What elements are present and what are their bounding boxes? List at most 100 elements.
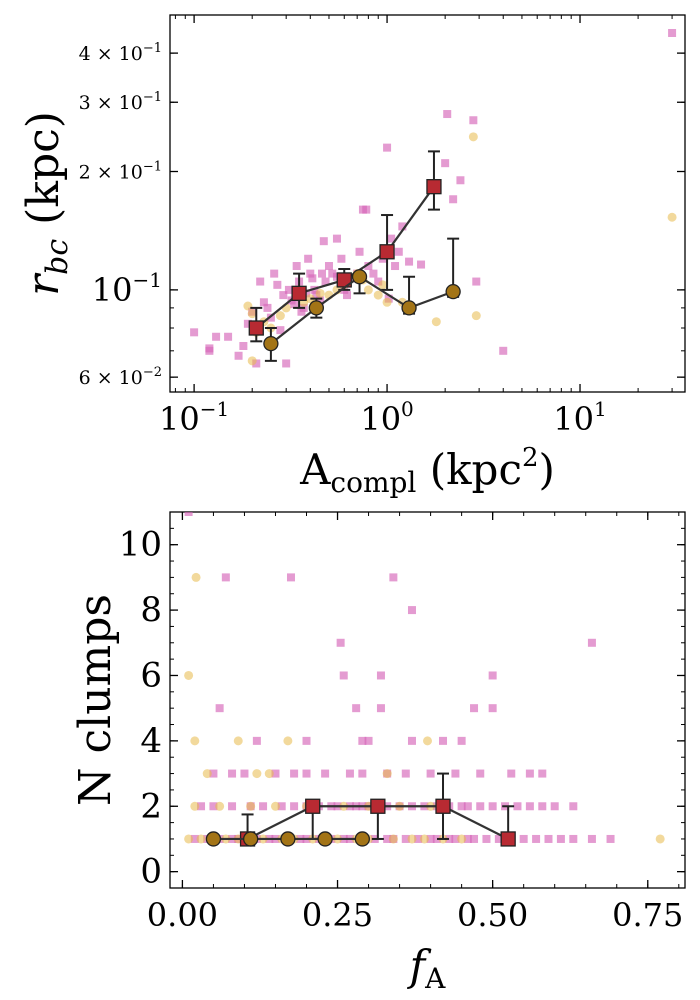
x-axis-title: fA (407, 941, 447, 995)
scatter-point-square (358, 736, 367, 745)
scatter-point-square (544, 834, 553, 843)
scatter-point-square (337, 254, 346, 263)
scatter-point-square (463, 834, 472, 843)
scatter-point-square (383, 143, 392, 152)
scatter-point-square (426, 834, 435, 843)
y-axis-title: rbc (kpc) (18, 111, 75, 296)
scatter-point-circle (190, 801, 200, 811)
scatter-point-circle (215, 801, 225, 811)
scatter-point-square (321, 277, 330, 286)
y-tick-label: 0 (140, 852, 162, 892)
scatter-point-square (457, 802, 466, 811)
scatter-point-square (290, 802, 299, 811)
scatter-point-square (443, 110, 452, 119)
scatter-point-square (389, 573, 398, 582)
scatter-point-circle (468, 132, 478, 142)
scatter-point-circle (315, 288, 325, 298)
scatter-point-square (525, 802, 534, 811)
scatter-point-square (472, 277, 481, 286)
scatter-point-square (345, 769, 354, 778)
scatter-point-circle (667, 212, 677, 222)
scatter-point-circle (419, 834, 429, 844)
binned-marker-circle (401, 300, 417, 316)
scatter-point-square (352, 704, 361, 713)
scatter-point-circle (471, 311, 481, 321)
y-tick-label: 10−1 (92, 268, 162, 309)
scatter-point-circle (264, 769, 274, 779)
scatter-point-square (364, 736, 373, 745)
scatter-point-square (332, 234, 341, 243)
scatter-point-square (417, 260, 426, 269)
series-circle (184, 572, 665, 844)
y-tick-label: 4 × 10−1 (79, 41, 162, 65)
scatter-point-square (606, 834, 615, 843)
scatter-point-circle (233, 736, 243, 746)
scatter-point-square (212, 332, 221, 341)
scatter-point-square (414, 834, 423, 843)
scatter-point-square (364, 262, 373, 271)
scatter-point-square (355, 247, 364, 256)
scatter-point-square (263, 303, 272, 312)
scatter-point-square (387, 234, 396, 243)
scatter-point-square (587, 834, 596, 843)
scatter-point-circle (382, 297, 392, 307)
scatter-point-square (463, 802, 472, 811)
x-axis-title: Acompl (kpc2) (299, 443, 555, 499)
x-tick-label: 0.25 (302, 896, 373, 934)
x-tick-label: 0.75 (612, 896, 683, 934)
scatter-point-square (374, 277, 383, 286)
scatter-point-square (445, 834, 454, 843)
scatter-point-square (228, 769, 237, 778)
scatter-point-square (439, 736, 448, 745)
binned-circle (205, 831, 370, 847)
scatter-point-square (221, 573, 230, 582)
binned-marker-circle (263, 335, 279, 352)
scatter-point-square (302, 769, 311, 778)
scatter-point-square (234, 351, 243, 360)
scatter-point-square (407, 606, 416, 615)
scatter-point-square (266, 313, 275, 322)
scatter-point-square (376, 671, 385, 680)
binned-marker-circle (351, 269, 368, 285)
scatter-point-square (401, 769, 410, 778)
scatter-point-square (407, 736, 416, 745)
scatter-point-square (405, 257, 414, 266)
scatter-point-square (362, 205, 371, 214)
scatter-point-circle (457, 834, 467, 844)
scatter-point-square (449, 195, 458, 204)
scatter-point-square (277, 802, 286, 811)
scatter-point-square (457, 736, 466, 745)
scatter-point-square (569, 834, 578, 843)
scatter-point-square (494, 834, 503, 843)
scatter-point-square (556, 834, 565, 843)
scatter-point-square (308, 274, 317, 283)
scatter-point-circle (382, 769, 392, 779)
bottom-panel-scatter-nclumps-vs-fa: 0.00 0.25 0.50 0.75 0 2 4 6 8 10 fA N clumps (70, 511, 686, 995)
scatter-point-square (243, 319, 252, 328)
scatter-point-square (328, 269, 337, 278)
binned-marker-circle (243, 831, 259, 847)
scatter-point-circle (363, 285, 373, 295)
y-tick-label: 8 (140, 590, 162, 630)
binned-marker-circle (205, 831, 222, 847)
scatter-point-square (197, 802, 206, 811)
y-tick-label: 4 (140, 721, 162, 761)
scatter-point-square (507, 769, 516, 778)
scatter-point-square (239, 341, 248, 350)
scatter-point-circle (407, 834, 417, 844)
scatter-point-square (451, 769, 460, 778)
scatter-point-square (538, 802, 547, 811)
scatter-point-square (282, 359, 291, 368)
scatter-point-square (259, 298, 268, 307)
scatter-point-square (336, 638, 345, 647)
scatter-point-square (286, 573, 295, 582)
y-tick-label: 10 (119, 525, 162, 565)
x-tick-label: 0.00 (147, 896, 218, 934)
top-panel-scatter-rbc-vs-acompl: 10−1 100 101 6 × 10−2 10−1 2 × 10−1 3 × 10−1 4 … (18, 14, 686, 499)
y-tick-label: 2 × 10−1 (79, 160, 162, 184)
scatter-point-square (470, 834, 479, 843)
scatter-point-square (469, 116, 478, 125)
scatter-point-square (304, 254, 313, 263)
scatter-point-square (376, 704, 385, 713)
